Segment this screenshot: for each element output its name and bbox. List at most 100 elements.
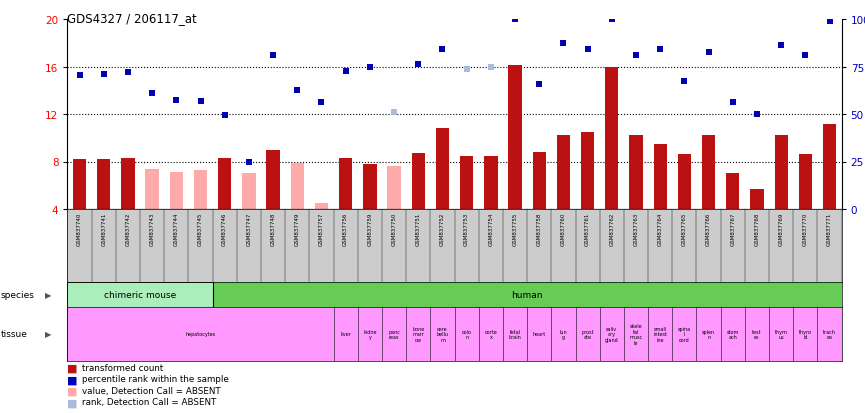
Text: GSM837767: GSM837767 bbox=[730, 212, 735, 245]
Bar bbox=[218, 159, 231, 209]
Bar bbox=[67, 282, 213, 307]
Bar bbox=[388, 167, 400, 209]
Text: GSM837761: GSM837761 bbox=[585, 212, 590, 245]
Bar bbox=[121, 159, 135, 209]
Bar bbox=[484, 156, 497, 209]
Text: GSM837754: GSM837754 bbox=[489, 212, 493, 245]
Text: GSM837768: GSM837768 bbox=[754, 212, 759, 245]
Bar bbox=[194, 171, 208, 209]
Text: corte
x: corte x bbox=[484, 329, 497, 339]
Bar bbox=[315, 204, 328, 209]
Text: GSM837756: GSM837756 bbox=[343, 212, 349, 245]
Text: GSM837771: GSM837771 bbox=[827, 212, 832, 245]
Bar bbox=[557, 136, 570, 209]
Bar bbox=[460, 156, 473, 209]
Text: colo
n: colo n bbox=[462, 329, 471, 339]
Text: ■: ■ bbox=[67, 397, 78, 407]
Bar bbox=[97, 160, 111, 209]
Bar bbox=[606, 67, 618, 209]
Text: GSM837762: GSM837762 bbox=[609, 212, 614, 245]
Bar bbox=[266, 150, 279, 209]
Text: species: species bbox=[1, 290, 35, 299]
Text: GSM837751: GSM837751 bbox=[416, 212, 420, 245]
Text: GSM837741: GSM837741 bbox=[101, 212, 106, 245]
Bar bbox=[702, 136, 715, 209]
Bar bbox=[73, 160, 87, 209]
Bar bbox=[750, 189, 764, 209]
Bar bbox=[654, 144, 667, 209]
Bar bbox=[291, 163, 304, 209]
Text: human: human bbox=[511, 290, 543, 299]
Text: GSM837757: GSM837757 bbox=[319, 212, 324, 245]
Bar bbox=[339, 159, 352, 209]
Text: ▶: ▶ bbox=[45, 330, 52, 339]
Text: GSM837766: GSM837766 bbox=[706, 212, 711, 245]
Text: percentile rank within the sample: percentile rank within the sample bbox=[82, 375, 229, 384]
Text: splen
n: splen n bbox=[702, 329, 715, 339]
Text: transformed count: transformed count bbox=[82, 363, 163, 372]
Bar bbox=[798, 155, 812, 209]
Text: GSM837760: GSM837760 bbox=[561, 212, 566, 245]
Text: GSM837740: GSM837740 bbox=[77, 212, 82, 245]
Text: bone
marr
ow: bone marr ow bbox=[412, 326, 425, 342]
Bar bbox=[170, 173, 183, 209]
Text: ■: ■ bbox=[67, 386, 78, 396]
Text: trach
ea: trach ea bbox=[823, 329, 836, 339]
Bar bbox=[581, 133, 594, 209]
Text: saliv
ary
gland: saliv ary gland bbox=[605, 326, 618, 342]
Text: GSM837753: GSM837753 bbox=[465, 212, 469, 245]
Text: test
es: test es bbox=[753, 329, 762, 339]
Text: GSM837744: GSM837744 bbox=[174, 212, 179, 245]
Text: GSM837750: GSM837750 bbox=[392, 212, 396, 245]
Bar bbox=[412, 154, 425, 209]
Text: ■: ■ bbox=[67, 375, 78, 385]
Bar bbox=[509, 66, 522, 209]
Bar bbox=[630, 136, 643, 209]
Text: thyro
id: thyro id bbox=[799, 329, 812, 339]
Text: GSM837752: GSM837752 bbox=[440, 212, 445, 245]
Text: GSM837769: GSM837769 bbox=[778, 212, 784, 245]
Text: GSM837749: GSM837749 bbox=[295, 212, 300, 245]
Bar bbox=[823, 124, 836, 209]
Text: small
intest
ine: small intest ine bbox=[653, 326, 667, 342]
Bar bbox=[436, 129, 449, 209]
Text: GSM837746: GSM837746 bbox=[222, 212, 227, 245]
Bar bbox=[533, 153, 546, 209]
Text: liver: liver bbox=[340, 332, 351, 337]
Text: skele
tal
musc
le: skele tal musc le bbox=[630, 324, 643, 345]
Text: panc
reas: panc reas bbox=[388, 329, 400, 339]
Text: heart: heart bbox=[533, 332, 546, 337]
Text: GSM837765: GSM837765 bbox=[682, 212, 687, 245]
Text: GSM837770: GSM837770 bbox=[803, 212, 808, 245]
Text: GSM837758: GSM837758 bbox=[537, 212, 541, 245]
Text: value, Detection Call = ABSENT: value, Detection Call = ABSENT bbox=[82, 386, 221, 395]
Bar bbox=[242, 174, 255, 209]
Text: stom
ach: stom ach bbox=[727, 329, 739, 339]
Text: ▶: ▶ bbox=[45, 290, 52, 299]
Text: GDS4327 / 206117_at: GDS4327 / 206117_at bbox=[67, 12, 197, 25]
Text: GSM837742: GSM837742 bbox=[125, 212, 131, 245]
Bar bbox=[726, 174, 740, 209]
Text: GSM837743: GSM837743 bbox=[150, 212, 155, 245]
Bar bbox=[678, 155, 691, 209]
Text: lun
g: lun g bbox=[560, 329, 567, 339]
Text: GSM837748: GSM837748 bbox=[271, 212, 276, 245]
Text: GSM837745: GSM837745 bbox=[198, 212, 203, 245]
Text: tissue: tissue bbox=[1, 330, 28, 339]
Bar bbox=[363, 164, 376, 209]
Text: GSM837755: GSM837755 bbox=[513, 212, 517, 245]
Text: GSM837759: GSM837759 bbox=[368, 212, 372, 245]
Text: ■: ■ bbox=[67, 363, 78, 373]
Text: uteru
s: uteru s bbox=[847, 329, 861, 339]
Text: chimeric mouse: chimeric mouse bbox=[104, 290, 176, 299]
Text: kidne
y: kidne y bbox=[363, 329, 376, 339]
Text: thym
us: thym us bbox=[775, 329, 788, 339]
Text: hepatocytes: hepatocytes bbox=[185, 332, 215, 337]
Bar bbox=[774, 136, 788, 209]
Text: spina
l
cord: spina l cord bbox=[678, 326, 691, 342]
Bar bbox=[145, 169, 159, 209]
Text: GSM837747: GSM837747 bbox=[247, 212, 252, 245]
Text: rank, Detection Call = ABSENT: rank, Detection Call = ABSENT bbox=[82, 397, 216, 406]
Text: prost
ate: prost ate bbox=[581, 329, 594, 339]
Text: cere
bellu
m: cere bellu m bbox=[437, 326, 448, 342]
